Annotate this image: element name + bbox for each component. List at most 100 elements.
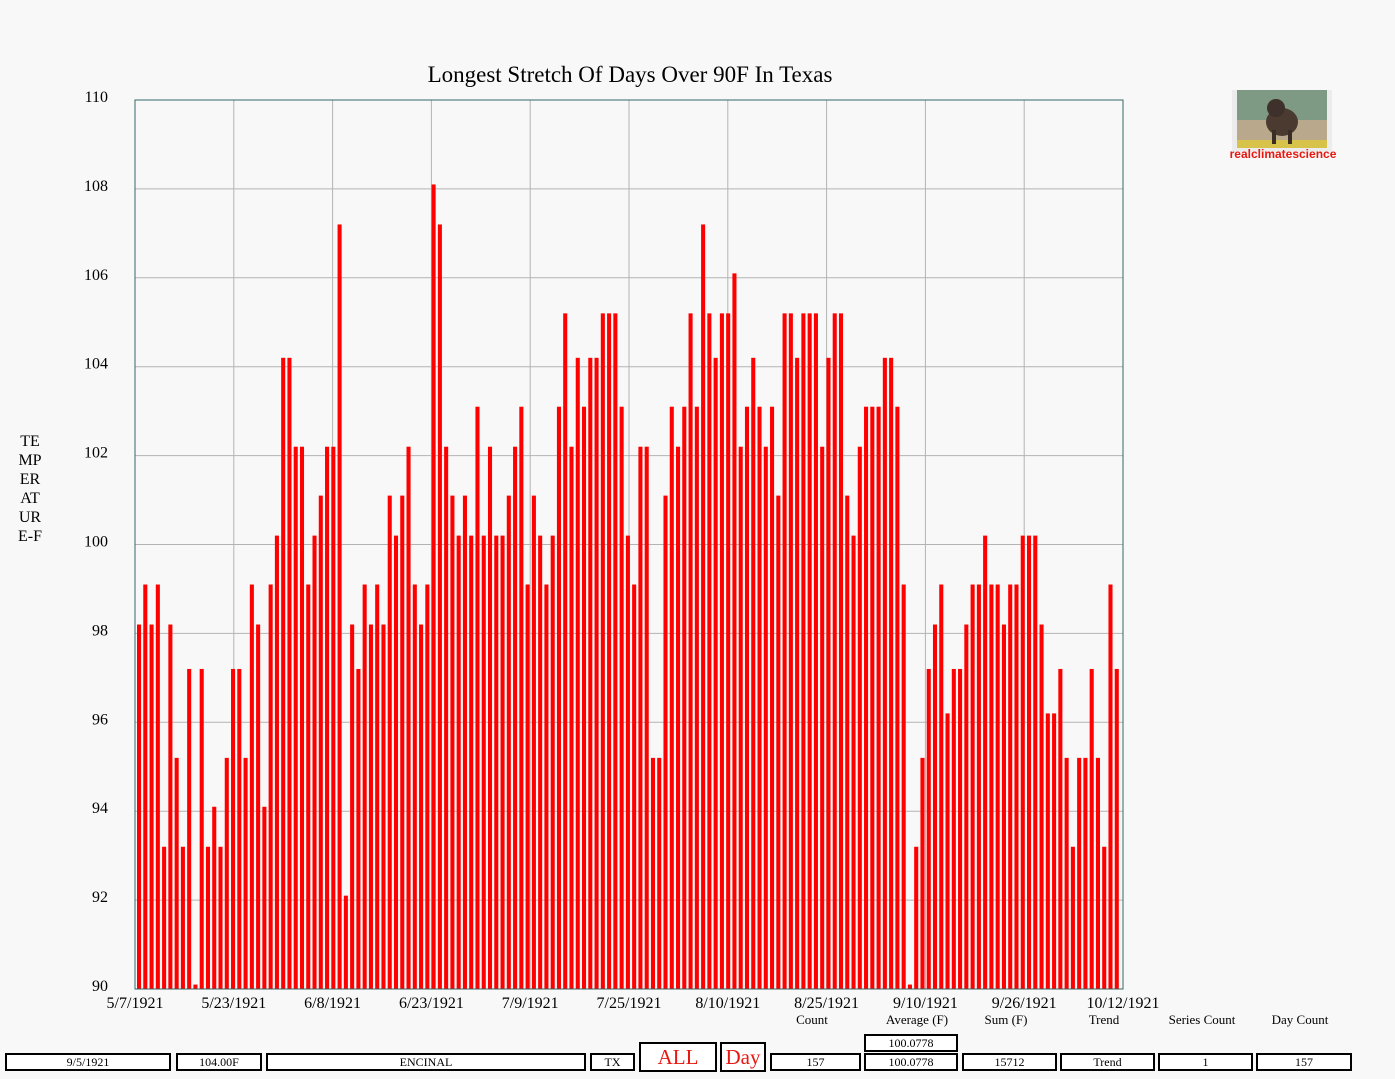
temperature-bar [519, 406, 524, 990]
temperature-field[interactable]: 104.00F [176, 1053, 262, 1071]
temperature-bar [682, 406, 687, 990]
temperature-bar [1045, 713, 1050, 989]
temperature-bar [738, 446, 743, 990]
temperature-bar [1102, 846, 1107, 989]
temperature-bar [901, 584, 906, 989]
temperature-bar [751, 357, 756, 989]
temperature-bar [1014, 584, 1019, 989]
temperature-bar [1001, 624, 1006, 989]
dog-photo-logo [1232, 90, 1332, 152]
y-tick-labels: 90 92 94 96 98 100 102 104 106 108 110 [84, 89, 108, 995]
temperature-bar [864, 406, 869, 990]
logo-text: realclimatescience [1229, 147, 1337, 161]
temperature-bar [726, 313, 731, 989]
temperature-bar [487, 446, 493, 990]
temperature-bar [895, 406, 900, 990]
temperature-bar [744, 406, 750, 990]
temperature-bar [550, 535, 555, 989]
temperature-bar [914, 846, 919, 989]
station-field[interactable]: ENCINAL [266, 1053, 586, 1071]
temperature-bar [431, 184, 436, 989]
temperature-bar [331, 446, 336, 990]
y-tick-label: 108 [84, 178, 108, 195]
temperature-bar [224, 757, 229, 989]
temperature-bar [162, 846, 167, 989]
temperature-bar [218, 846, 223, 989]
temperature-bar [437, 224, 442, 989]
temperature-bar [770, 406, 775, 990]
temperature-bar [1052, 713, 1057, 989]
average-top-field: 100.0778 [864, 1034, 958, 1052]
temperature-bar [600, 313, 605, 989]
temperature-bar [650, 757, 656, 989]
temperature-bar [500, 535, 505, 989]
temperature-bar [964, 624, 969, 989]
temperature-bar [299, 446, 305, 990]
day-button[interactable]: Day [720, 1042, 766, 1072]
date-field[interactable]: 9/5/1921 [5, 1053, 171, 1071]
temperature-bar [406, 446, 411, 990]
temperature-bar [782, 313, 787, 989]
temperature-bar [939, 584, 944, 989]
y-tick-label: 98 [92, 622, 108, 639]
temperature-bar [970, 584, 975, 989]
temperature-bar [462, 495, 467, 989]
average-label: Average (F) [885, 1012, 949, 1027]
temperature-bar [368, 624, 373, 989]
temperature-bar [732, 273, 737, 989]
temperature-bar [475, 406, 480, 990]
all-button[interactable]: ALL [639, 1042, 717, 1072]
temperature-bar [907, 984, 912, 989]
temperature-bar [932, 624, 938, 989]
temperature-bar [412, 584, 417, 989]
temperature-bar [776, 495, 781, 989]
temperature-bar [444, 446, 449, 990]
trend-label: Trend [1088, 1012, 1120, 1027]
temperature-bar [926, 668, 931, 989]
temperature-bar [845, 495, 850, 989]
temperature-bar [1008, 584, 1013, 989]
y-tick-label: 104 [84, 356, 108, 373]
state-field[interactable]: TX [590, 1053, 635, 1071]
temperature-bar [450, 495, 455, 989]
temperature-bar [613, 313, 618, 989]
temperature-bar [801, 313, 806, 989]
temperature-bar [581, 406, 587, 990]
series-count-label: Series Count [1168, 1012, 1236, 1027]
count-field: 157 [770, 1053, 861, 1071]
temperature-bar [400, 495, 405, 989]
temperature-bar [168, 624, 173, 989]
temperature-bar [425, 584, 430, 989]
temperature-bar [193, 984, 198, 989]
temperature-bar [205, 846, 211, 989]
temperature-bar [274, 535, 279, 989]
trend-field[interactable]: Trend [1060, 1053, 1155, 1071]
temperature-bar [945, 713, 950, 989]
sum-label: Sum (F) [984, 1012, 1028, 1027]
temperature-bar [638, 446, 643, 990]
temperature-bar [174, 757, 179, 989]
temperature-bar [325, 446, 330, 990]
temperature-bar [306, 584, 311, 989]
x-tick-label: 5/7/1921 [107, 995, 164, 1012]
temperature-bar [362, 584, 367, 989]
temperature-bar [594, 357, 599, 989]
x-tick-labels: 5/7/1921 5/23/1921 6/8/1921 6/23/1921 7/9/19… [107, 995, 1160, 1012]
temperature-bar [187, 668, 192, 989]
y-tick-label: 92 [92, 889, 108, 906]
temperature-bar [513, 446, 518, 990]
temperature-bar [318, 495, 323, 989]
average-field: 100.0778 [864, 1053, 958, 1071]
temperature-bar [795, 357, 800, 989]
temperature-bar [569, 446, 574, 990]
temperature-bar [231, 668, 236, 989]
temperature-bar [644, 446, 649, 990]
temperature-bar [481, 535, 486, 989]
y-tick-label: 94 [92, 800, 108, 817]
temperature-bar [256, 624, 261, 989]
temperature-bar [625, 535, 630, 989]
y-tick-label: 90 [92, 978, 108, 995]
day-count-label: Day Count [1271, 1012, 1329, 1027]
chart-title: Longest Stretch Of Days Over 90F In Texa… [427, 62, 833, 87]
